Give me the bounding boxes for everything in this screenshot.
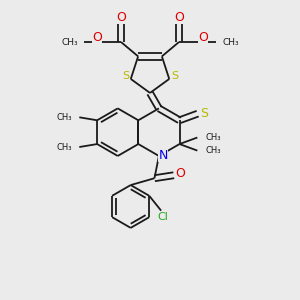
Text: CH₃: CH₃ bbox=[57, 113, 72, 122]
Text: S: S bbox=[200, 107, 208, 120]
Text: CH₃: CH₃ bbox=[205, 133, 220, 142]
Text: CH₃: CH₃ bbox=[61, 38, 78, 46]
Text: Cl: Cl bbox=[157, 212, 168, 222]
Text: CH₃: CH₃ bbox=[222, 38, 239, 46]
Text: S: S bbox=[171, 71, 178, 81]
Text: O: O bbox=[175, 167, 185, 180]
Text: O: O bbox=[198, 32, 208, 44]
Text: O: O bbox=[116, 11, 126, 24]
Text: CH₃: CH₃ bbox=[57, 142, 72, 152]
Text: S: S bbox=[122, 71, 129, 81]
Text: O: O bbox=[174, 11, 184, 24]
Text: O: O bbox=[92, 32, 102, 44]
Text: N: N bbox=[158, 149, 168, 162]
Text: CH₃: CH₃ bbox=[205, 146, 220, 155]
